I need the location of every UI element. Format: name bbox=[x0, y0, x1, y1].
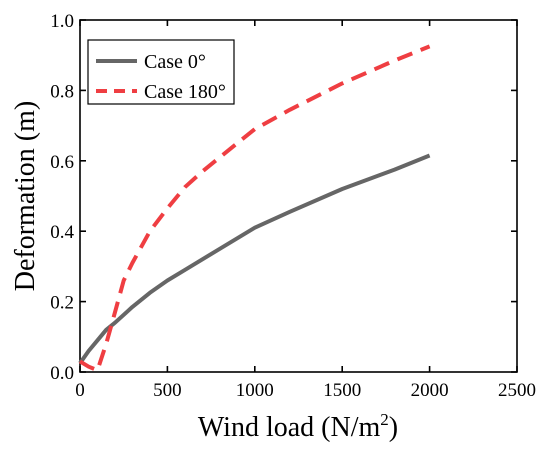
y-tick-label: 0.2 bbox=[50, 293, 74, 314]
legend-label-case-0: Case 0° bbox=[144, 51, 206, 73]
plot-area bbox=[79, 19, 518, 373]
x-tick-label: 1000 bbox=[236, 380, 274, 401]
y-tick-label: 0.4 bbox=[50, 222, 74, 243]
y-tick-label: 0.6 bbox=[50, 152, 74, 173]
legend: Case 0° Case 180° bbox=[87, 39, 235, 105]
y-axis: 0.0 0.2 0.4 0.6 0.8 1.0 bbox=[50, 11, 517, 384]
series-layer bbox=[78, 44, 431, 373]
x-tick-label: 1500 bbox=[323, 380, 361, 401]
x-axis: 0 500 1000 1500 2000 2500 bbox=[75, 20, 536, 401]
y-axis-title: Deformation (m) bbox=[10, 101, 41, 292]
series-line-case-180 bbox=[78, 44, 431, 373]
legend-label-case-180: Case 180° bbox=[144, 81, 226, 103]
legend-box bbox=[87, 39, 235, 105]
x-tick-label: 2500 bbox=[498, 380, 536, 401]
plot-frame bbox=[79, 19, 518, 373]
y-tick-label: 0.8 bbox=[50, 81, 74, 102]
y-tick-label: 0.0 bbox=[50, 363, 74, 384]
series-line-case-0 bbox=[78, 153, 431, 365]
x-tick-label: 2000 bbox=[411, 380, 449, 401]
x-tick-label: 0 bbox=[75, 380, 85, 401]
x-axis-title: Wind load (N/m2) bbox=[198, 410, 398, 443]
y-tick-label: 1.0 bbox=[50, 11, 74, 32]
x-tick-label: 500 bbox=[153, 380, 182, 401]
